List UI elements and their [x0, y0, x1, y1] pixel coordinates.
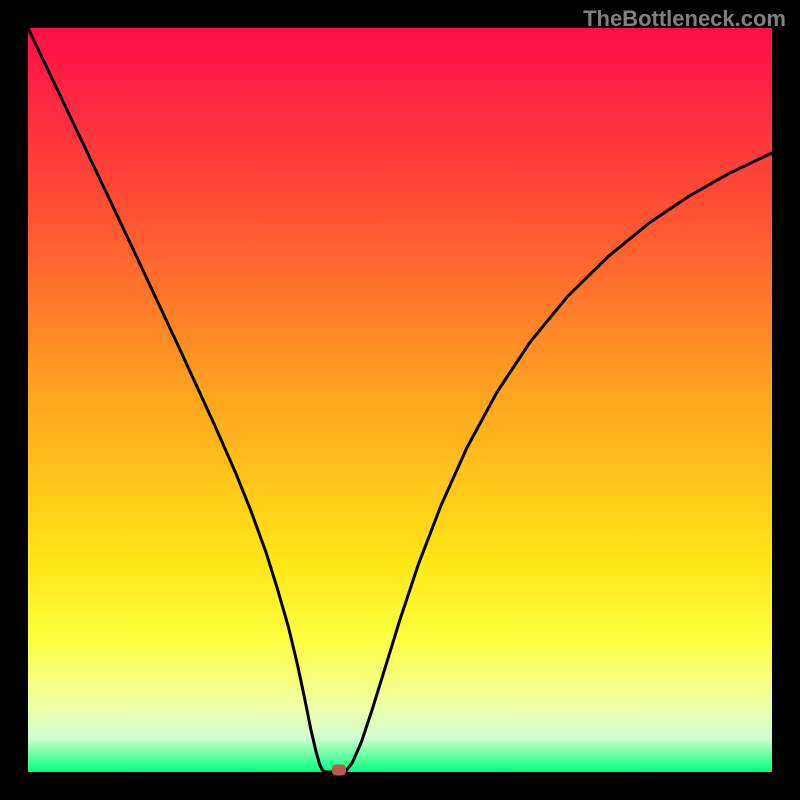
curve-path	[28, 28, 772, 772]
watermark-text: TheBottleneck.com	[583, 6, 786, 32]
bottleneck-curve	[28, 28, 772, 772]
chart-frame: TheBottleneck.com	[0, 0, 800, 800]
plot-area	[28, 28, 772, 772]
optimum-marker	[332, 764, 346, 775]
